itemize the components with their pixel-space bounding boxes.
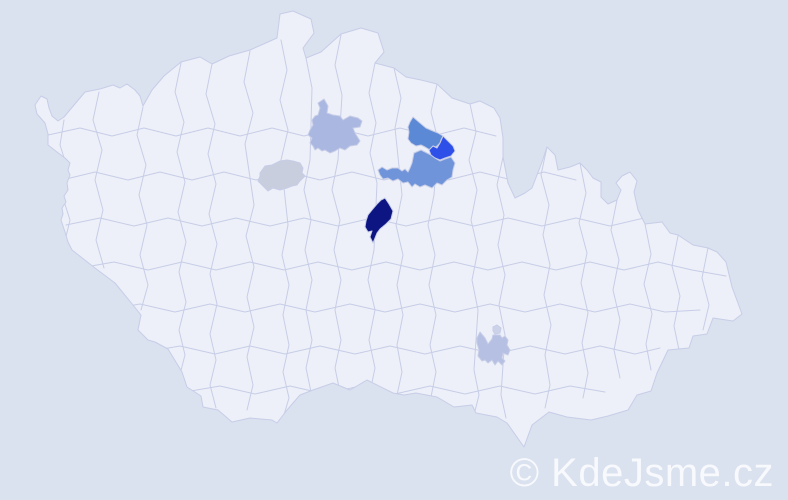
country-shape [34, 10, 743, 448]
highlighted-district-northeast-bright[interactable] [428, 135, 456, 161]
highlighted-district-central-dark[interactable] [364, 197, 394, 244]
highlighted-district-capital[interactable] [257, 159, 306, 192]
highlighted-district-southeast-small[interactable] [492, 324, 502, 335]
highlighted-district-north-central[interactable] [307, 98, 363, 154]
highlighted-district-east-central[interactable] [377, 149, 456, 189]
district-borders-horizontal [47, 127, 727, 395]
highlighted-districts [257, 98, 511, 366]
highlighted-district-southeast[interactable] [476, 331, 511, 366]
